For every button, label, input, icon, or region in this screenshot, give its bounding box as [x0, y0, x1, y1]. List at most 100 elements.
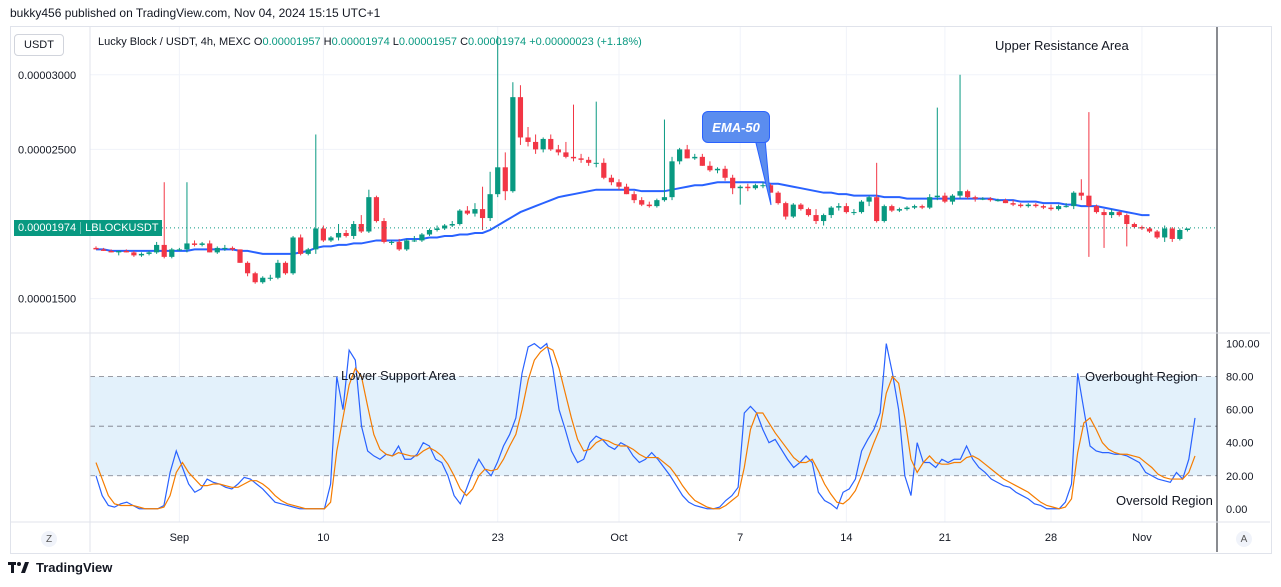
oscillator-tick-label: 20.00 [1226, 471, 1254, 483]
candles-layer [90, 35, 1217, 284]
candle-body [972, 197, 978, 199]
time-tick-label: 10 [317, 532, 329, 544]
candle-body [237, 249, 243, 263]
candle-body [381, 221, 387, 242]
upper-resistance-label: Upper Resistance Area [995, 38, 1129, 53]
candle-body [207, 243, 213, 253]
time-tick-label: 14 [840, 532, 852, 544]
candle-body [191, 243, 198, 245]
candle-body [942, 195, 948, 202]
time-tick-label: Oct [610, 532, 627, 544]
candle-body [244, 262, 251, 274]
candle-body [411, 240, 417, 242]
time-tick-label: 23 [492, 532, 504, 544]
legend-o-label: O [253, 36, 263, 48]
candle-body [108, 250, 114, 253]
candle-body [836, 206, 842, 208]
candle-body [570, 156, 577, 159]
candle-body [419, 234, 425, 241]
legend-high: 0.00001974 [331, 36, 390, 48]
candle-body [1010, 203, 1016, 205]
candle-body [176, 249, 182, 251]
candle-body [684, 149, 690, 159]
candle-body [404, 240, 410, 250]
candle-body [851, 212, 857, 214]
candle-body [692, 156, 698, 159]
candle-body [980, 198, 986, 200]
candle-body [1002, 200, 1009, 204]
publisher-line: bukky456 published on TradingView.com, N… [10, 6, 381, 20]
candle-body [434, 228, 440, 230]
ohlc-legend: Lucky Block / USDT, 4h, MEXC O0.00001957… [98, 36, 642, 48]
candle-body [1078, 192, 1084, 196]
candle-body [805, 209, 812, 216]
candle-body [874, 197, 880, 222]
candle-body [790, 204, 796, 217]
oversold-label: Oversold Region [1116, 493, 1213, 508]
candle-body [987, 198, 993, 201]
candle-body [911, 206, 918, 208]
candle-body [555, 149, 561, 153]
candle-body [260, 277, 266, 283]
time-tick-label: 21 [939, 532, 951, 544]
candle-body [154, 244, 160, 253]
candle-body [275, 262, 281, 278]
candle-body [343, 232, 349, 236]
candle-body [298, 237, 304, 254]
time-tick-label: 7 [737, 532, 743, 544]
candle-body [305, 249, 311, 254]
candle-body [866, 197, 872, 202]
auto-scale-button[interactable]: A [1236, 531, 1252, 547]
candle-body [517, 97, 524, 138]
candle-body [487, 194, 493, 219]
candle-body [335, 232, 342, 238]
tradingview-logo-icon [8, 561, 29, 573]
candle-body [131, 252, 137, 256]
candle-body [396, 241, 402, 250]
quote-currency-pill[interactable]: USDT [14, 34, 64, 56]
candle-body [1033, 204, 1039, 207]
lower-support-label: Lower Support Area [341, 368, 456, 383]
candle-body [601, 162, 607, 178]
legend-c-label: C [460, 36, 469, 48]
candle-body [586, 159, 592, 163]
stoch-d-line [95, 346, 1196, 510]
oscillator-tick-label: 100.00 [1226, 339, 1260, 351]
candle-body [313, 228, 319, 250]
candle-body [1093, 206, 1100, 213]
candle-body [199, 243, 205, 245]
legend-low: 0.00001957 [398, 36, 458, 48]
ema-50-callout: EMA-50 [702, 111, 770, 143]
candle-body [646, 204, 652, 207]
candle-body [616, 182, 622, 187]
candle-body [1146, 228, 1153, 232]
legend-l-label: L [392, 36, 399, 48]
candle-body [578, 158, 584, 160]
candle-body [533, 141, 539, 150]
candle-body [169, 249, 175, 257]
candle-body [229, 247, 236, 250]
price-tick-label: 0.00002500 [18, 144, 76, 156]
candle-body [631, 194, 637, 201]
candle-body [737, 186, 743, 189]
candle-body [881, 206, 887, 222]
price-tick-label: 0.00001500 [18, 294, 76, 306]
last-price-tag: 0.00001974 LBLOCKUSDT [14, 219, 163, 236]
candle-body [1131, 224, 1137, 228]
time-tick-label: Sep [170, 532, 190, 544]
candle-body [351, 224, 357, 236]
candle-body [495, 167, 501, 195]
log-scale-button[interactable]: Z [41, 531, 57, 547]
candle-body [366, 197, 372, 232]
candle-body [1184, 228, 1191, 230]
last-price-symbol: LBLOCKUSDT [80, 221, 162, 234]
candle-body [677, 149, 683, 162]
candle-body [449, 224, 455, 226]
oscillator-tick-label: 80.00 [1226, 372, 1254, 384]
candle-body [752, 185, 758, 189]
candle-body [722, 168, 728, 178]
candle-body [1101, 212, 1107, 216]
chart-frame [10, 26, 1272, 554]
candle-body [608, 177, 614, 183]
